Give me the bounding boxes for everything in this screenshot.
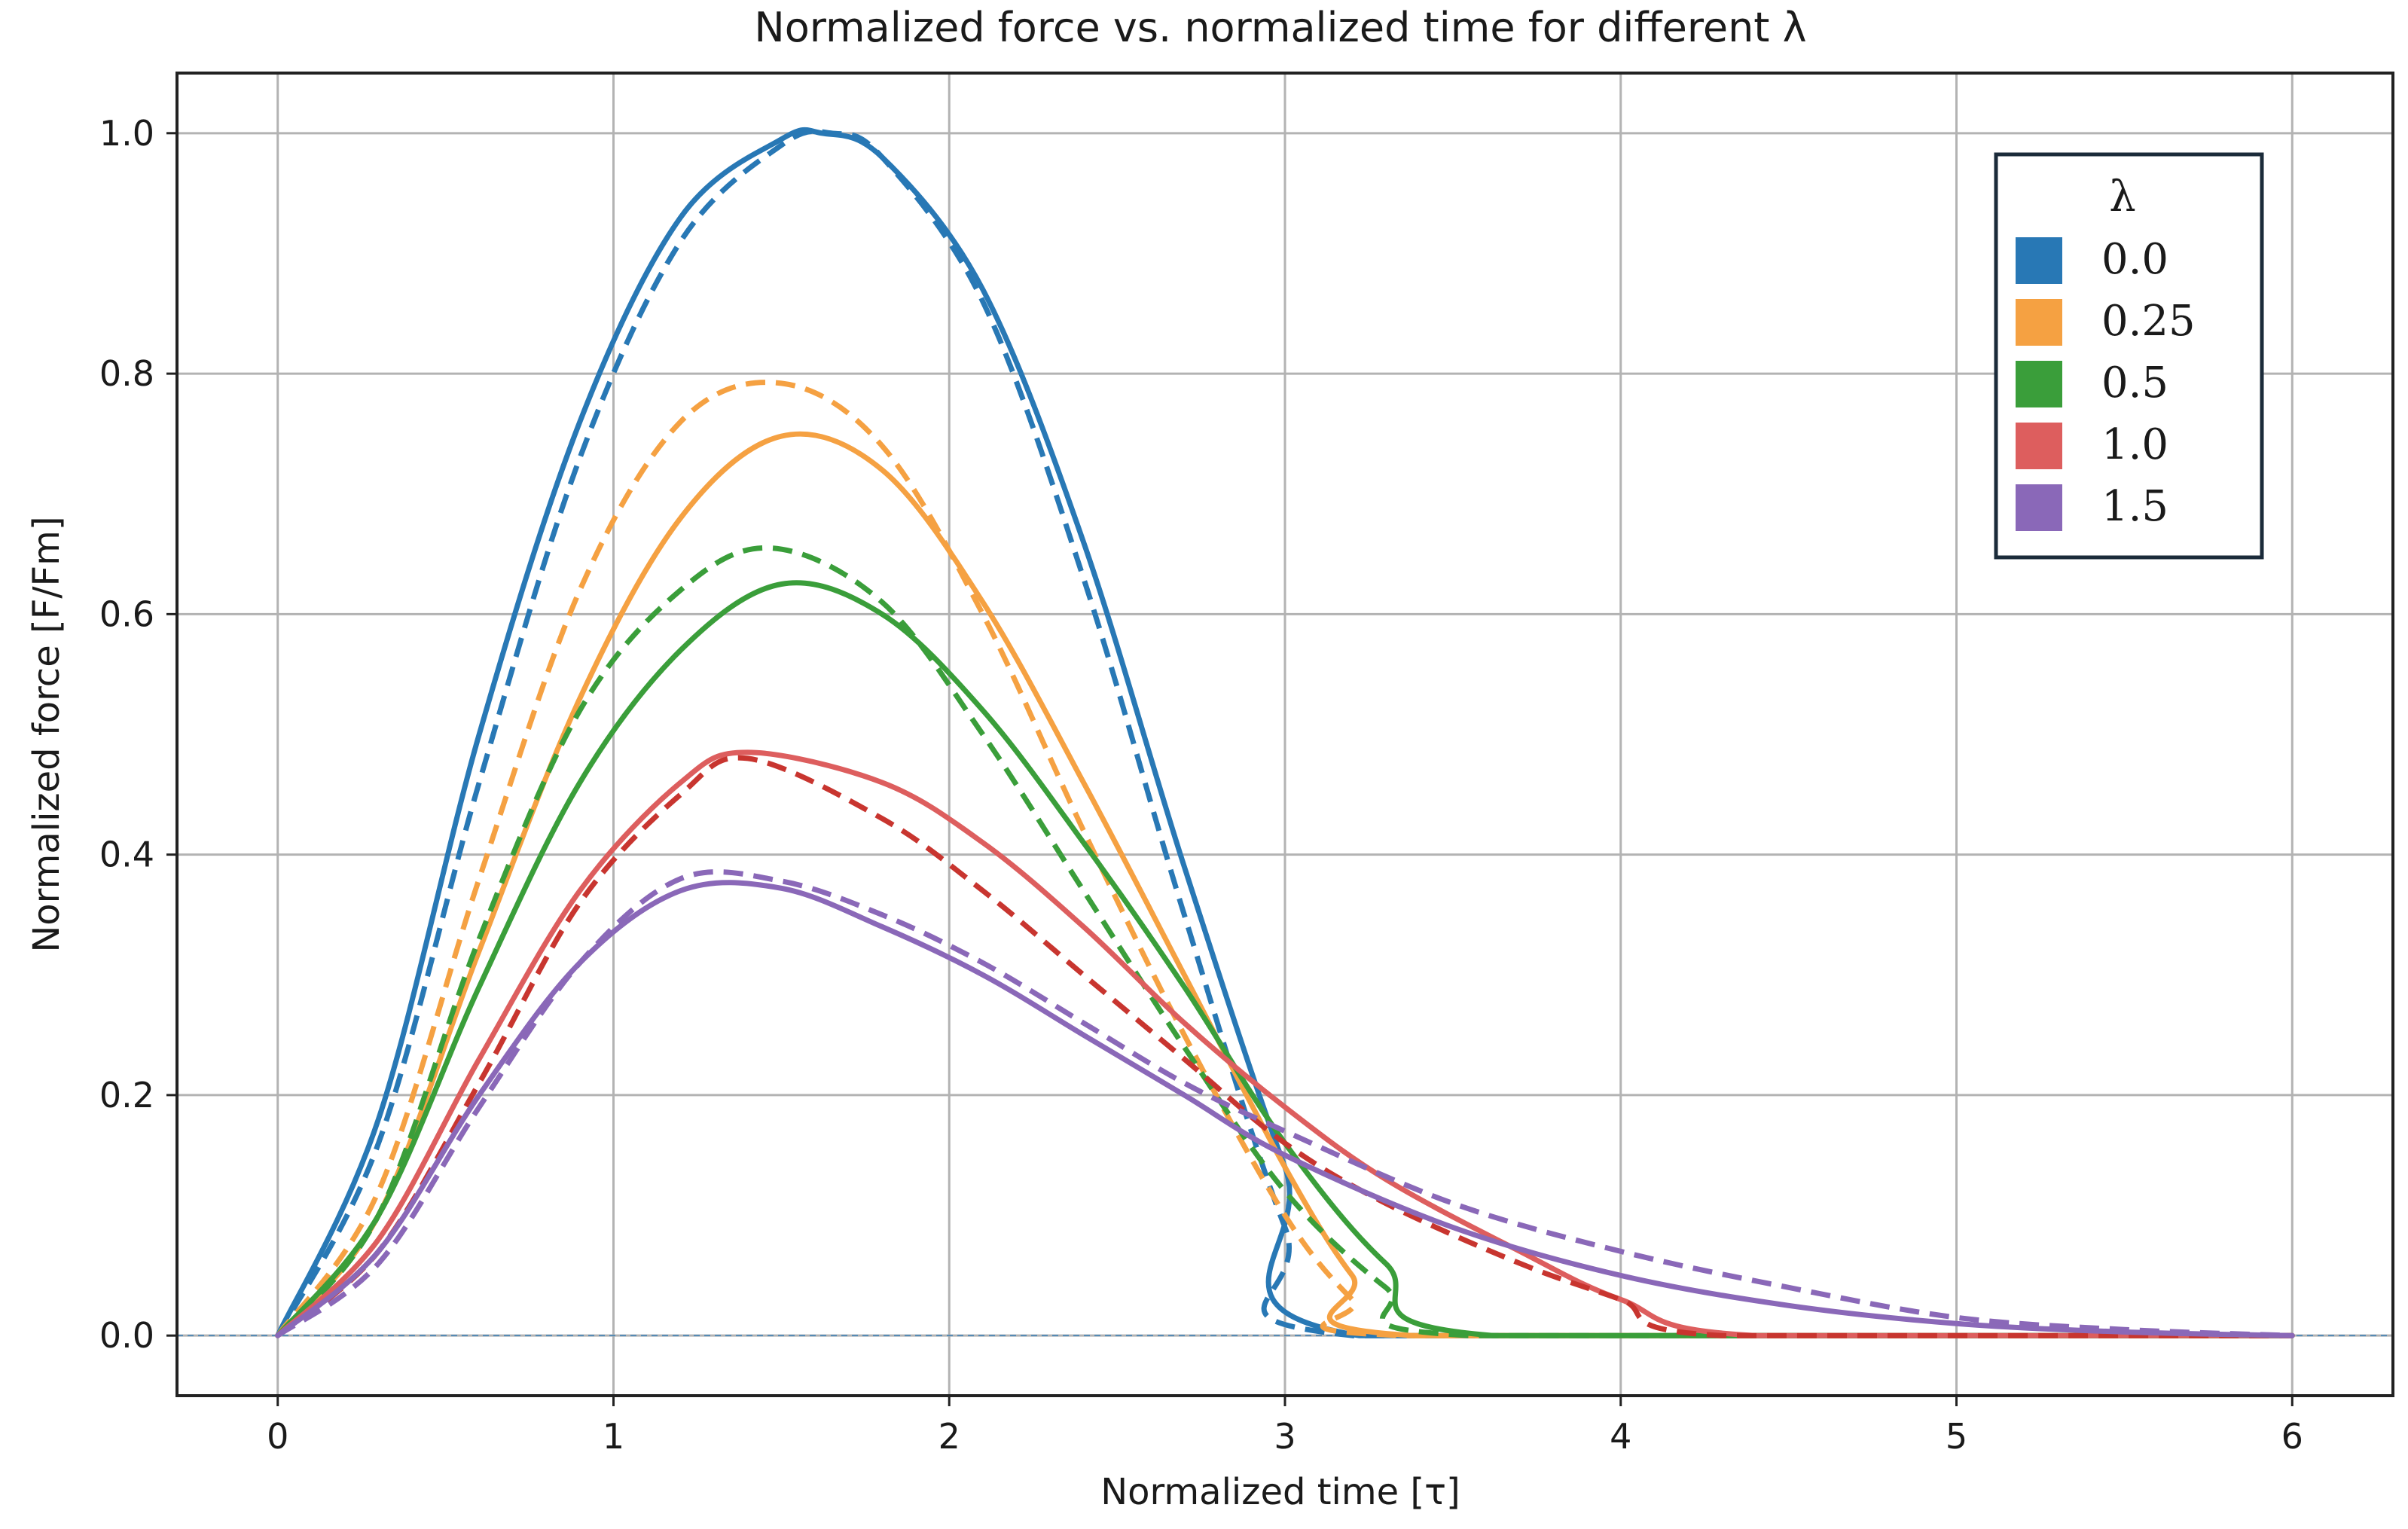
series-line-1-0-solid: [275, 749, 2295, 1338]
series-line-0-0-dashed: [275, 128, 2293, 1338]
legend-swatch: [2016, 361, 2062, 407]
x-tick-label: 0: [267, 1416, 288, 1457]
x-tick-label: 4: [1610, 1416, 1631, 1457]
legend-label: 1.0: [2101, 420, 2168, 469]
series-line-0-5-solid: [275, 580, 2295, 1338]
y-tick-label: 0.6: [99, 594, 154, 634]
series-line-0-0-solid: [275, 127, 2295, 1338]
series-line-0-25-solid: [275, 431, 2295, 1338]
y-tick-label: 0.8: [99, 353, 154, 394]
series-line-1-5-solid: [275, 880, 2295, 1338]
y-tick-label: 0.4: [99, 835, 154, 875]
x-tick-label: 6: [2281, 1416, 2303, 1457]
x-tick-label: 1: [603, 1416, 624, 1457]
x-tick-label: 2: [938, 1416, 960, 1457]
legend: λ 0.0 0.25 0.5 1.0 1.5: [1994, 152, 2264, 560]
x-axis-ticks: 0 1 2 3 4 5 6: [267, 1396, 2303, 1457]
series-line-1-0-dashed: [276, 755, 2293, 1338]
legend-label: 0.25: [2101, 297, 2196, 346]
x-tick-label: 3: [1274, 1416, 1296, 1457]
legend-swatch: [2016, 237, 2062, 284]
legend-label: 0.5: [2101, 359, 2168, 407]
series-line-0-5-dashed: [276, 545, 2293, 1338]
legend-title: λ: [2109, 172, 2136, 221]
y-axis-ticks: 0.0 0.2 0.4 0.6 0.8 1.0: [99, 113, 177, 1356]
series-lines: [275, 127, 2295, 1338]
legend-entries: 0.0 0.25 0.5 1.0 1.5: [2016, 235, 2196, 531]
y-axis-label: Normalized force [F/Fm]: [26, 516, 68, 952]
y-tick-label: 0.0: [99, 1315, 154, 1356]
y-tick-label: 0.2: [99, 1075, 154, 1115]
x-tick-label: 5: [1946, 1416, 1967, 1457]
x-axis-label: Normalized time [τ]: [1100, 1471, 1460, 1513]
legend-label: 1.5: [2101, 482, 2168, 531]
series-line-0-25-dashed: [275, 380, 2293, 1338]
legend-swatch: [2016, 299, 2062, 346]
legend-swatch: [2016, 423, 2062, 469]
legend-label: 0.0: [2101, 235, 2168, 284]
legend-swatch: [2016, 484, 2062, 531]
chart-title: Normalized force vs. normalized time for…: [754, 4, 1806, 51]
series-line-1-5-dashed: [276, 869, 2293, 1338]
y-tick-label: 1.0: [99, 113, 154, 154]
